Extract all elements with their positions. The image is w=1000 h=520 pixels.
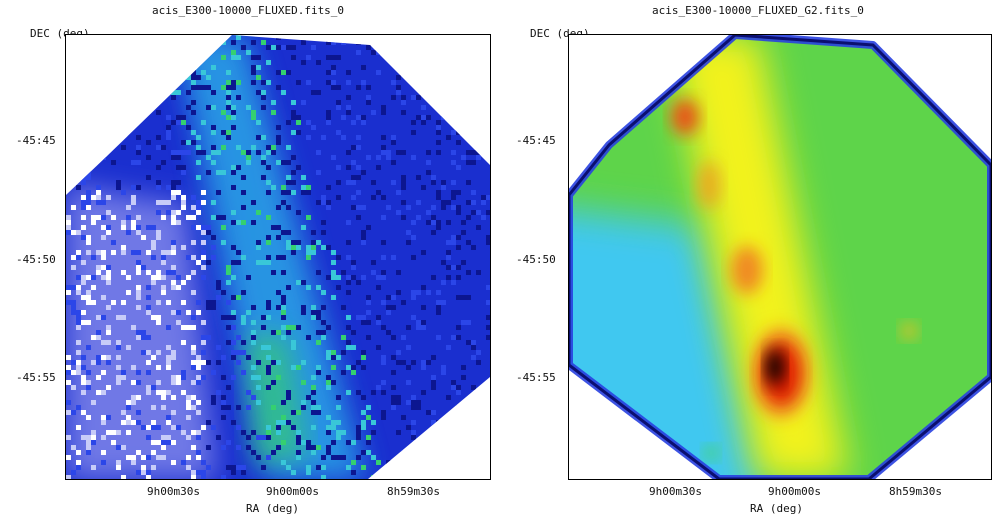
left-image-canvas: [66, 35, 490, 479]
right-image-canvas: [569, 35, 991, 479]
right-ytick-1: -45:45: [516, 134, 556, 147]
right-xtick-1: 9h00m30s: [649, 485, 702, 498]
left-xtick-2: 9h00m00s: [266, 485, 319, 498]
right-panel-title: acis_E300-10000_FLUXED_G2.fits_0: [652, 4, 864, 17]
left-panel-title: acis_E300-10000_FLUXED.fits_0: [152, 4, 345, 17]
left-sky-image: [66, 35, 490, 479]
right-ytick-2: -45:50: [516, 253, 556, 266]
left-x-axis-label: RA (deg): [246, 502, 299, 515]
left-ytick-3: -45:55: [16, 371, 56, 384]
right-ytick-3: -45:55: [516, 371, 556, 384]
left-plot-area[interactable]: [65, 34, 491, 480]
left-ytick-2: -45:50: [16, 253, 56, 266]
right-xtick-2: 9h00m00s: [768, 485, 821, 498]
left-xtick-1: 9h00m30s: [147, 485, 200, 498]
right-plot-area[interactable]: [568, 34, 992, 480]
right-image-panel: acis_E300-10000_FLUXED_G2.fits_0 DEC (de…: [500, 0, 1000, 520]
right-exposure-edge-dark: [569, 35, 991, 479]
right-x-axis-label: RA (deg): [750, 502, 803, 515]
left-xtick-3: 8h59m30s: [387, 485, 440, 498]
left-ytick-1: -45:45: [16, 134, 56, 147]
right-xtick-3: 8h59m30s: [889, 485, 942, 498]
left-image-panel: acis_E300-10000_FLUXED.fits_0 DEC (deg): [16, 4, 491, 515]
